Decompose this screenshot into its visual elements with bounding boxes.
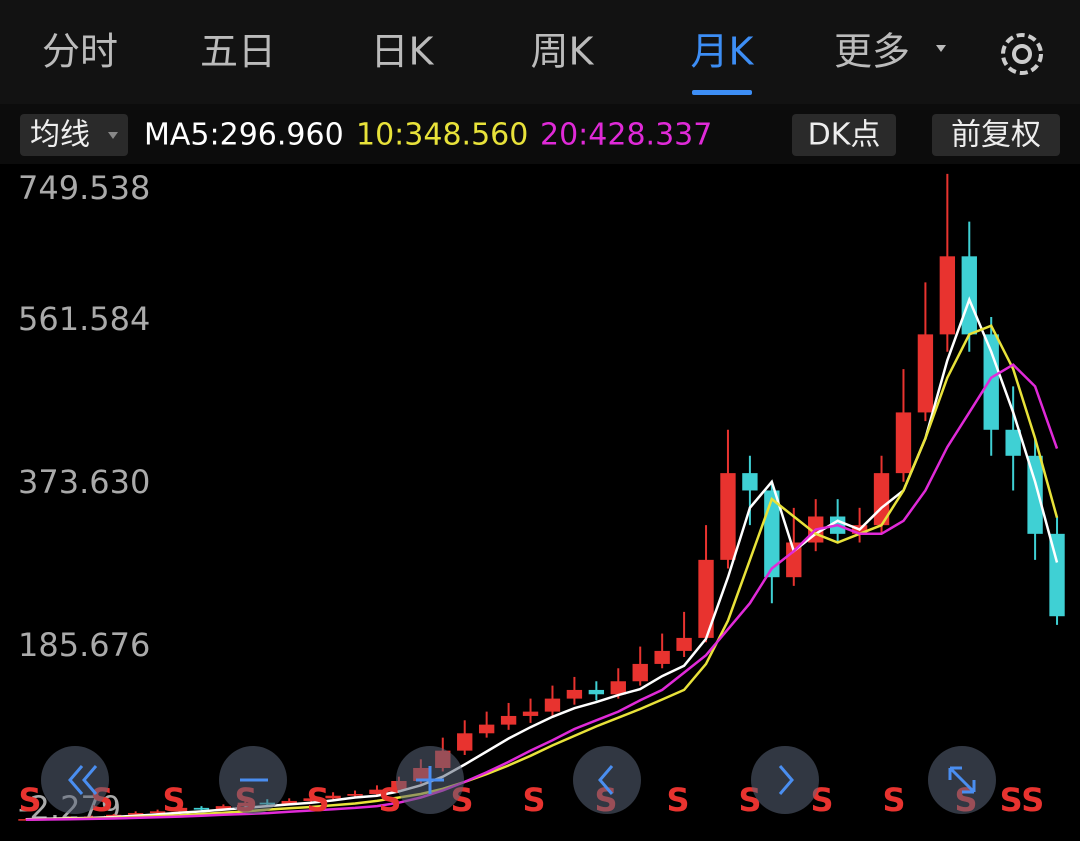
ma-line	[25, 324, 1059, 821]
candle-body	[522, 711, 539, 716]
tab-bar	[0, 0, 1080, 104]
candle-body	[544, 698, 561, 712]
candle-body	[478, 724, 495, 734]
candle-body	[1005, 429, 1021, 456]
button-bg[interactable]	[792, 114, 896, 156]
ma-legend: 20:428.337	[540, 118, 712, 153]
candle-body	[325, 795, 341, 799]
candle-body	[720, 473, 736, 560]
candle-body	[106, 814, 122, 817]
candle-body	[457, 733, 473, 751]
nav-button[interactable]	[573, 746, 641, 814]
y-tick-label: 561.584	[18, 300, 150, 338]
candle-body	[786, 542, 802, 578]
candle-body	[369, 789, 385, 795]
y-tick-label: 185.676	[18, 626, 150, 664]
tab[interactable]: 日K	[371, 30, 435, 74]
nav-icon	[948, 766, 976, 794]
candle-body	[895, 412, 912, 474]
button-bg[interactable]	[932, 114, 1060, 156]
candle-body	[281, 800, 297, 805]
candle-body	[215, 806, 232, 810]
candle-body	[939, 256, 956, 335]
candle-body	[961, 256, 977, 335]
candle-body	[917, 334, 934, 413]
ma-legend: 10:348.560	[356, 118, 528, 153]
tab-underline	[692, 90, 752, 95]
candle-body	[347, 794, 363, 796]
signal-label: S	[378, 781, 401, 819]
ma-legend: MA5:296.960	[144, 118, 344, 153]
candle-body	[149, 811, 166, 814]
signal-label: S	[882, 781, 905, 819]
button[interactable]: DK点	[808, 118, 881, 153]
signal-label: S	[522, 781, 545, 819]
ma-line	[25, 296, 1059, 821]
ma-line	[25, 363, 1059, 822]
signal-label: S	[666, 781, 689, 819]
candle-body	[1027, 455, 1043, 534]
candle-body	[171, 807, 188, 812]
nav-button[interactable]	[41, 746, 109, 814]
candle-body	[588, 689, 605, 695]
candle-body	[610, 681, 626, 695]
nav-button[interactable]	[751, 746, 819, 814]
nav-icon	[416, 766, 444, 794]
y-tick-label: 373.630	[18, 463, 150, 501]
candle-body	[1049, 533, 1065, 617]
selector-caret	[108, 132, 118, 139]
nav-icon	[68, 765, 98, 795]
signal-label: S	[306, 781, 329, 819]
candle-body	[18, 819, 34, 821]
tab[interactable]: 周K	[531, 30, 595, 74]
signal-label: S	[162, 781, 185, 819]
tab[interactable]: 分时	[42, 30, 118, 74]
selector[interactable]: 均线	[30, 118, 90, 153]
button[interactable]: 前复权	[951, 118, 1041, 153]
candle-body	[127, 813, 144, 815]
tab[interactable]: 更多	[834, 30, 910, 74]
signal-label: SS	[1000, 781, 1045, 819]
indicator-bar	[0, 104, 1080, 164]
candle-body	[632, 663, 648, 682]
tab[interactable]: 月K	[691, 30, 755, 74]
candle-body	[303, 798, 319, 801]
y-tick-label: 749.538	[18, 169, 150, 207]
candle-body	[193, 807, 210, 810]
more-caret	[936, 45, 946, 52]
signal-label: S	[18, 781, 41, 819]
candle-body	[698, 559, 714, 638]
nav-icon	[598, 765, 614, 795]
candle-body	[566, 689, 583, 699]
nav-icon	[778, 765, 794, 795]
candle-body	[742, 473, 758, 491]
candle-body	[676, 637, 692, 651]
settings-icon[interactable]	[1001, 33, 1043, 75]
candle-body	[654, 650, 670, 664]
candle-body	[500, 715, 517, 725]
selector-bg[interactable]	[20, 114, 128, 156]
tab[interactable]: 五日	[200, 30, 276, 74]
candle-body	[983, 334, 999, 430]
